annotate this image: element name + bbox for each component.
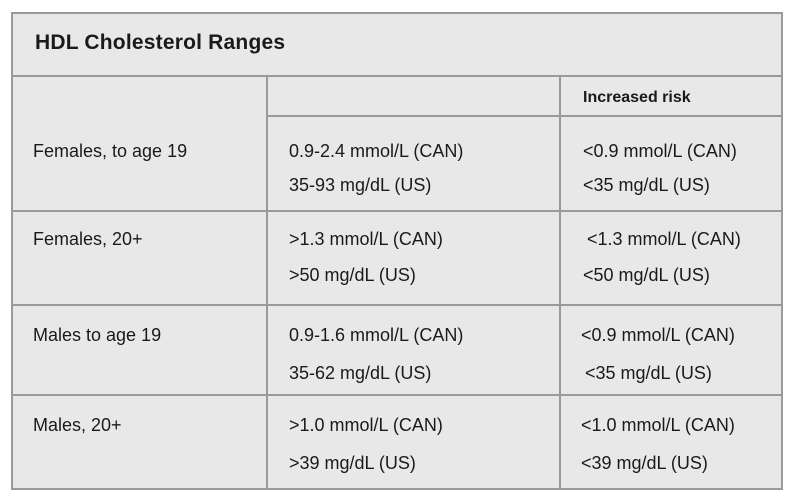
normal-value-us: 35-62 mg/dL (US) bbox=[289, 363, 432, 383]
table-title: HDL Cholesterol Ranges bbox=[35, 31, 286, 54]
row-divider-3 bbox=[13, 394, 781, 396]
risk-value-can: <0.9 mmol/L (CAN) bbox=[583, 141, 737, 161]
risk-value-us: <35 mg/dL (US) bbox=[585, 363, 712, 383]
risk-value-us: <50 mg/dL (US) bbox=[583, 265, 710, 285]
column-divider-1 bbox=[266, 77, 268, 488]
header-row-divider bbox=[266, 115, 781, 117]
risk-value-us: <39 mg/dL (US) bbox=[581, 453, 708, 473]
normal-value-us: >39 mg/dL (US) bbox=[289, 453, 416, 473]
risk-value-us: <35 mg/dL (US) bbox=[583, 175, 710, 195]
hdl-table: HDL Cholesterol Ranges Increased risk Fe… bbox=[11, 12, 783, 490]
column-divider-2 bbox=[559, 77, 561, 488]
risk-value-can: <1.0 mmol/L (CAN) bbox=[581, 415, 735, 435]
risk-value-can: <0.9 mmol/L (CAN) bbox=[581, 325, 735, 345]
normal-value-can: >1.3 mmol/L (CAN) bbox=[289, 229, 443, 249]
row-label: Males, 20+ bbox=[33, 415, 122, 435]
normal-value-us: >50 mg/dL (US) bbox=[289, 265, 416, 285]
row-divider-1 bbox=[13, 210, 781, 212]
normal-value-can: 0.9-2.4 mmol/L (CAN) bbox=[289, 141, 464, 161]
row-divider-2 bbox=[13, 304, 781, 306]
normal-value-can: 0.9-1.6 mmol/L (CAN) bbox=[289, 325, 464, 345]
header-increased-risk: Increased risk bbox=[583, 89, 691, 106]
normal-value-can: >1.0 mmol/L (CAN) bbox=[289, 415, 443, 435]
normal-value-us: 35-93 mg/dL (US) bbox=[289, 175, 432, 195]
title-divider bbox=[13, 75, 781, 77]
row-label: Males to age 19 bbox=[33, 325, 162, 345]
risk-value-can: <1.3 mmol/L (CAN) bbox=[587, 229, 741, 249]
row-label: Females, to age 19 bbox=[33, 141, 188, 161]
row-label: Females, 20+ bbox=[33, 229, 143, 249]
